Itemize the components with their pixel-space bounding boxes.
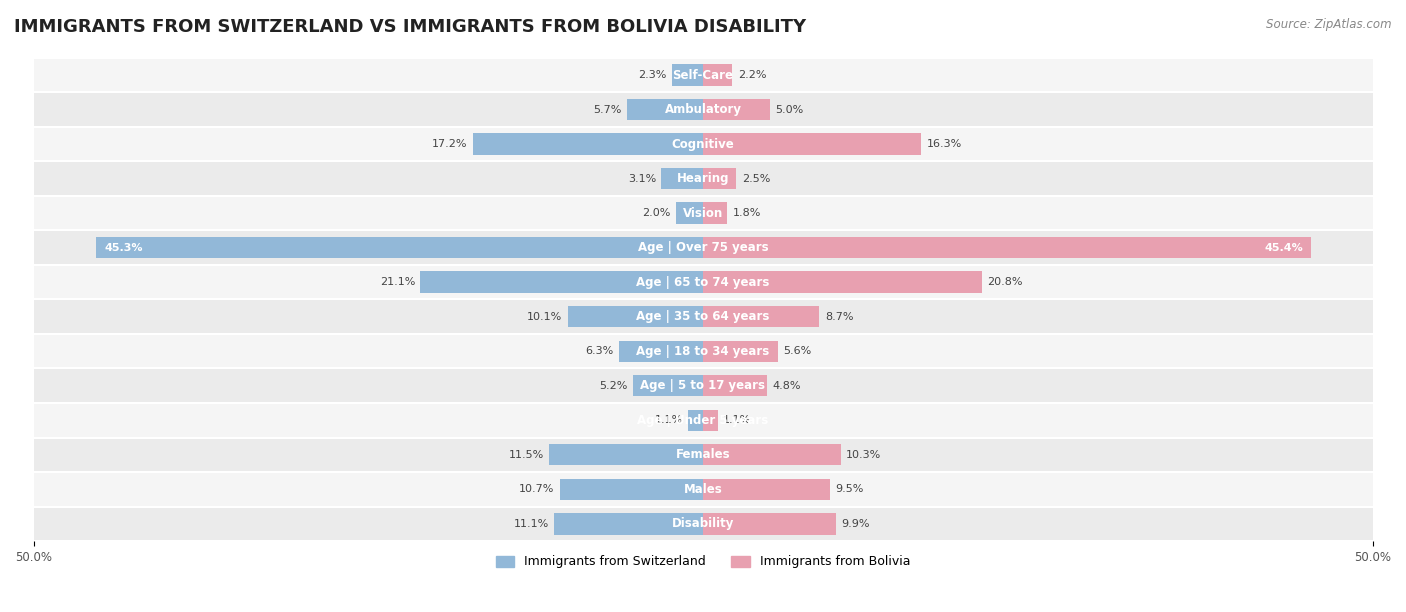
Legend: Immigrants from Switzerland, Immigrants from Bolivia: Immigrants from Switzerland, Immigrants …: [491, 550, 915, 573]
Text: 5.7%: 5.7%: [593, 105, 621, 114]
Text: 20.8%: 20.8%: [987, 277, 1022, 287]
Bar: [703, 444, 841, 466]
Bar: [703, 168, 737, 189]
Bar: [34, 368, 1372, 403]
Text: 45.4%: 45.4%: [1264, 243, 1303, 253]
Bar: [568, 306, 703, 327]
Bar: [420, 272, 703, 293]
Text: 9.5%: 9.5%: [835, 484, 863, 494]
Text: Age | 65 to 74 years: Age | 65 to 74 years: [637, 275, 769, 289]
Text: Males: Males: [683, 483, 723, 496]
Text: Age | 35 to 64 years: Age | 35 to 64 years: [637, 310, 769, 323]
Text: Hearing: Hearing: [676, 172, 730, 185]
Text: Age | Over 75 years: Age | Over 75 years: [638, 241, 768, 254]
Text: Age | 18 to 34 years: Age | 18 to 34 years: [637, 345, 769, 358]
Bar: [34, 472, 1372, 507]
Bar: [676, 203, 703, 224]
Bar: [703, 513, 835, 534]
Bar: [703, 272, 981, 293]
Text: Disability: Disability: [672, 517, 734, 531]
Bar: [703, 375, 768, 397]
Text: 5.2%: 5.2%: [599, 381, 628, 390]
Text: 1.8%: 1.8%: [733, 208, 761, 218]
Bar: [703, 237, 1310, 258]
Text: 9.9%: 9.9%: [841, 519, 869, 529]
Text: Ambulatory: Ambulatory: [665, 103, 741, 116]
Bar: [627, 99, 703, 121]
Bar: [633, 375, 703, 397]
Bar: [34, 92, 1372, 127]
Bar: [472, 133, 703, 155]
Bar: [703, 409, 717, 431]
Text: 6.3%: 6.3%: [585, 346, 613, 356]
Bar: [34, 265, 1372, 299]
Bar: [97, 237, 703, 258]
Bar: [703, 479, 830, 500]
Bar: [703, 99, 770, 121]
Bar: [34, 334, 1372, 368]
Text: 2.5%: 2.5%: [742, 174, 770, 184]
Bar: [619, 340, 703, 362]
Bar: [703, 203, 727, 224]
Text: 5.6%: 5.6%: [783, 346, 811, 356]
Text: Age | Under 5 years: Age | Under 5 years: [637, 414, 769, 427]
Text: 10.3%: 10.3%: [846, 450, 882, 460]
Text: 11.1%: 11.1%: [513, 519, 548, 529]
Text: Self-Care: Self-Care: [672, 69, 734, 81]
Bar: [703, 306, 820, 327]
Text: Females: Females: [676, 448, 730, 461]
Text: 8.7%: 8.7%: [825, 312, 853, 322]
Text: 4.8%: 4.8%: [773, 381, 801, 390]
Text: 5.0%: 5.0%: [775, 105, 804, 114]
Text: 2.2%: 2.2%: [738, 70, 766, 80]
Text: 11.5%: 11.5%: [509, 450, 544, 460]
Text: 16.3%: 16.3%: [927, 139, 962, 149]
Bar: [34, 231, 1372, 265]
Bar: [34, 127, 1372, 162]
Bar: [34, 299, 1372, 334]
Text: 1.1%: 1.1%: [723, 416, 751, 425]
Text: 3.1%: 3.1%: [628, 174, 657, 184]
Text: 17.2%: 17.2%: [432, 139, 467, 149]
Bar: [34, 58, 1372, 92]
Bar: [703, 64, 733, 86]
Text: 2.0%: 2.0%: [643, 208, 671, 218]
Bar: [34, 162, 1372, 196]
Text: 1.1%: 1.1%: [655, 416, 683, 425]
Text: Age | 5 to 17 years: Age | 5 to 17 years: [641, 379, 765, 392]
Text: 10.1%: 10.1%: [527, 312, 562, 322]
Text: Source: ZipAtlas.com: Source: ZipAtlas.com: [1267, 18, 1392, 31]
Text: IMMIGRANTS FROM SWITZERLAND VS IMMIGRANTS FROM BOLIVIA DISABILITY: IMMIGRANTS FROM SWITZERLAND VS IMMIGRANT…: [14, 18, 806, 36]
Bar: [672, 64, 703, 86]
Bar: [554, 513, 703, 534]
Bar: [689, 409, 703, 431]
Text: Cognitive: Cognitive: [672, 138, 734, 151]
Text: 21.1%: 21.1%: [380, 277, 415, 287]
Bar: [34, 507, 1372, 541]
Text: 45.3%: 45.3%: [104, 243, 143, 253]
Text: 2.3%: 2.3%: [638, 70, 666, 80]
Text: 10.7%: 10.7%: [519, 484, 554, 494]
Bar: [560, 479, 703, 500]
Bar: [703, 133, 921, 155]
Bar: [34, 403, 1372, 438]
Bar: [661, 168, 703, 189]
Bar: [703, 340, 778, 362]
Bar: [548, 444, 703, 466]
Bar: [34, 196, 1372, 231]
Bar: [34, 438, 1372, 472]
Text: Vision: Vision: [683, 207, 723, 220]
